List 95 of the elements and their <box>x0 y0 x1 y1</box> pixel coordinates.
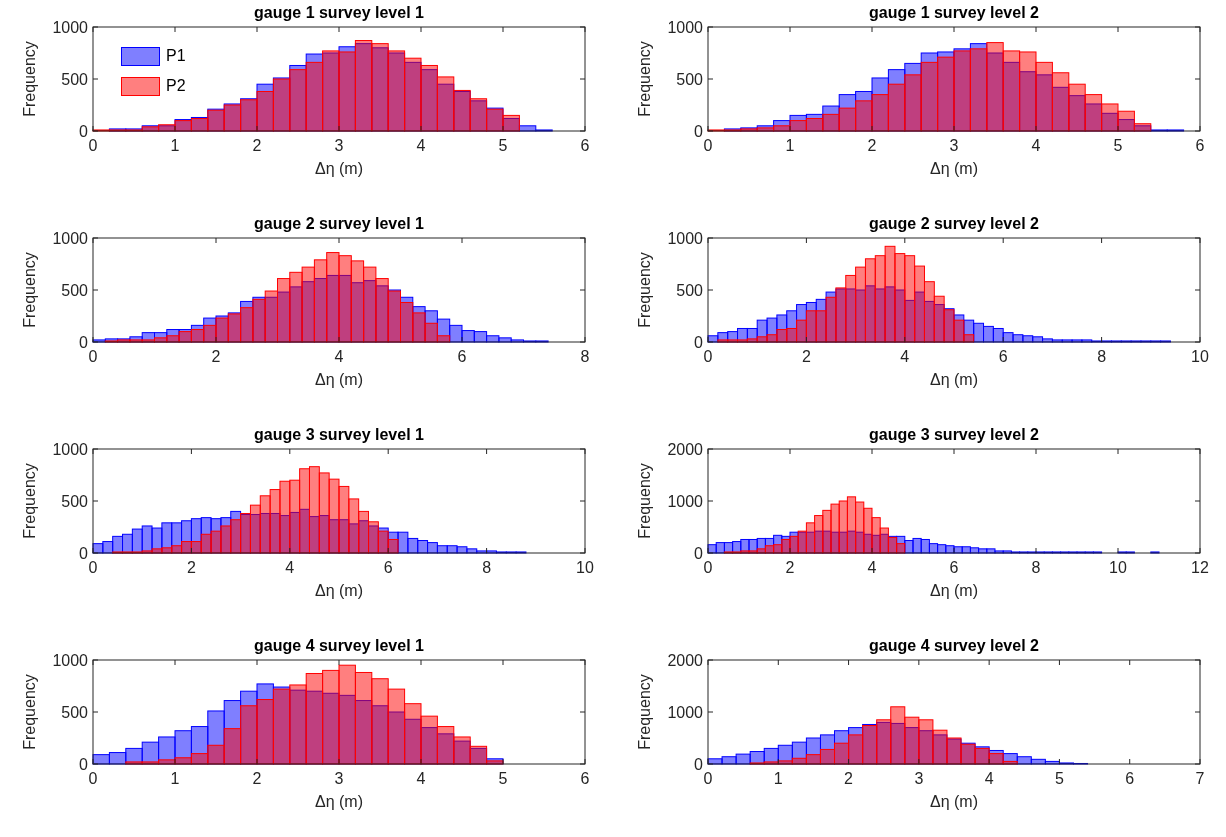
x-tick-label: 8 <box>1097 348 1107 365</box>
x-tick-label: 10 <box>576 559 594 576</box>
x-tick-label: 10 <box>1191 348 1209 365</box>
y-tick-label: 0 <box>79 755 89 773</box>
y-tick-label: 1000 <box>52 440 89 458</box>
y-tick-label: 1000 <box>667 703 704 721</box>
y-tick-label: 500 <box>61 492 89 510</box>
x-tick-label: 1 <box>773 770 783 787</box>
x-tick-label: 5 <box>498 770 508 787</box>
x-tick-label: 4 <box>416 137 426 154</box>
x-tick-label: 1 <box>170 770 180 787</box>
x-tick-label: 4 <box>984 770 994 787</box>
legend-label: P2 <box>166 77 186 95</box>
x-tick-label: 4 <box>334 348 344 365</box>
y-tick-label: 500 <box>676 70 704 88</box>
y-tick-label: 0 <box>694 544 704 562</box>
x-axis-title: Δη (m) <box>929 582 979 599</box>
x-axis-title: Δη (m) <box>314 371 364 388</box>
y-tick-label: 1000 <box>667 18 704 36</box>
x-tick-label: 8 <box>1031 559 1041 576</box>
x-axis-title: Δη (m) <box>314 793 364 810</box>
x-tick-label: 1 <box>170 137 180 154</box>
x-tick-label: 5 <box>1113 137 1123 154</box>
chart-title: gauge 2 survey level 1 <box>254 215 425 232</box>
y-tick-label: 500 <box>61 703 89 721</box>
x-axis-title: Δη (m) <box>929 793 979 810</box>
x-tick-label: 5 <box>1054 770 1064 787</box>
x-tick-label: 4 <box>867 559 877 576</box>
x-tick-label: 2 <box>867 137 877 154</box>
y-tick-label: 500 <box>61 70 89 88</box>
x-tick-label: 2 <box>844 770 854 787</box>
x-tick-label: 2 <box>801 348 811 365</box>
x-tick-label: 4 <box>1031 137 1041 154</box>
x-tick-label: 6 <box>383 559 393 576</box>
x-tick-label: 12 <box>1191 559 1209 576</box>
x-tick-label: 10 <box>1109 559 1127 576</box>
x-tick-label: 8 <box>580 348 590 365</box>
x-tick-label: 3 <box>334 770 344 787</box>
x-tick-label: 6 <box>998 348 1008 365</box>
chart-title: gauge 2 survey level 2 <box>869 215 1040 232</box>
x-axis-title: Δη (m) <box>929 371 979 388</box>
y-tick-label: 1000 <box>667 492 704 510</box>
chart-title: gauge 1 survey level 1 <box>254 4 425 21</box>
x-tick-label: 6 <box>1195 137 1205 154</box>
x-tick-label: 5 <box>498 137 508 154</box>
chart-title: gauge 4 survey level 1 <box>254 637 425 654</box>
x-tick-label: 4 <box>416 770 426 787</box>
x-axis-title: Δη (m) <box>314 160 364 177</box>
y-axis-title: Frequency <box>21 252 38 328</box>
y-tick-label: 2000 <box>667 440 704 458</box>
x-tick-label: 6 <box>580 770 590 787</box>
y-axis-title: Frequency <box>21 674 38 750</box>
x-tick-label: 4 <box>900 348 910 365</box>
y-tick-label: 2000 <box>667 651 704 669</box>
x-tick-label: 6 <box>457 348 467 365</box>
x-tick-label: 6 <box>949 559 959 576</box>
x-tick-label: 2 <box>186 559 196 576</box>
y-tick-label: 1000 <box>52 651 89 669</box>
y-axis-title: Frequency <box>636 674 653 750</box>
y-tick-label: 0 <box>694 333 704 351</box>
chart-title: gauge 1 survey level 2 <box>869 4 1040 21</box>
x-tick-label: 2 <box>211 348 221 365</box>
legend-label: P1 <box>166 47 186 65</box>
y-tick-label: 500 <box>61 281 89 299</box>
x-tick-label: 8 <box>482 559 492 576</box>
x-tick-label: 6 <box>1125 770 1135 787</box>
x-tick-label: 3 <box>914 770 924 787</box>
chart-title: gauge 3 survey level 2 <box>869 426 1040 443</box>
x-tick-label: 3 <box>334 137 344 154</box>
y-tick-label: 0 <box>79 544 89 562</box>
y-tick-label: 0 <box>694 755 704 773</box>
x-axis-title: Δη (m) <box>929 160 979 177</box>
x-tick-label: 2 <box>252 137 262 154</box>
chart-title: gauge 4 survey level 2 <box>869 637 1040 654</box>
x-tick-label: 6 <box>580 137 590 154</box>
y-tick-label: 0 <box>79 122 89 140</box>
x-tick-label: 3 <box>949 137 959 154</box>
x-tick-label: 7 <box>1195 770 1205 787</box>
x-axis-title: Δη (m) <box>314 582 364 599</box>
x-tick-label: 2 <box>252 770 262 787</box>
y-axis-title: Frequency <box>636 463 653 539</box>
y-axis-title: Frequency <box>21 463 38 539</box>
y-tick-label: 1000 <box>667 229 704 247</box>
y-tick-label: 0 <box>79 333 89 351</box>
y-axis-title: Frequency <box>636 41 653 117</box>
x-tick-label: 4 <box>285 559 295 576</box>
y-tick-label: 0 <box>694 122 704 140</box>
y-tick-label: 1000 <box>52 18 89 36</box>
y-axis-title: Frequency <box>21 41 38 117</box>
x-tick-label: 1 <box>785 137 795 154</box>
y-tick-label: 1000 <box>52 229 89 247</box>
y-tick-label: 500 <box>676 281 704 299</box>
chart-title: gauge 3 survey level 1 <box>254 426 425 443</box>
x-tick-label: 2 <box>785 559 795 576</box>
y-axis-title: Frequency <box>636 252 653 328</box>
